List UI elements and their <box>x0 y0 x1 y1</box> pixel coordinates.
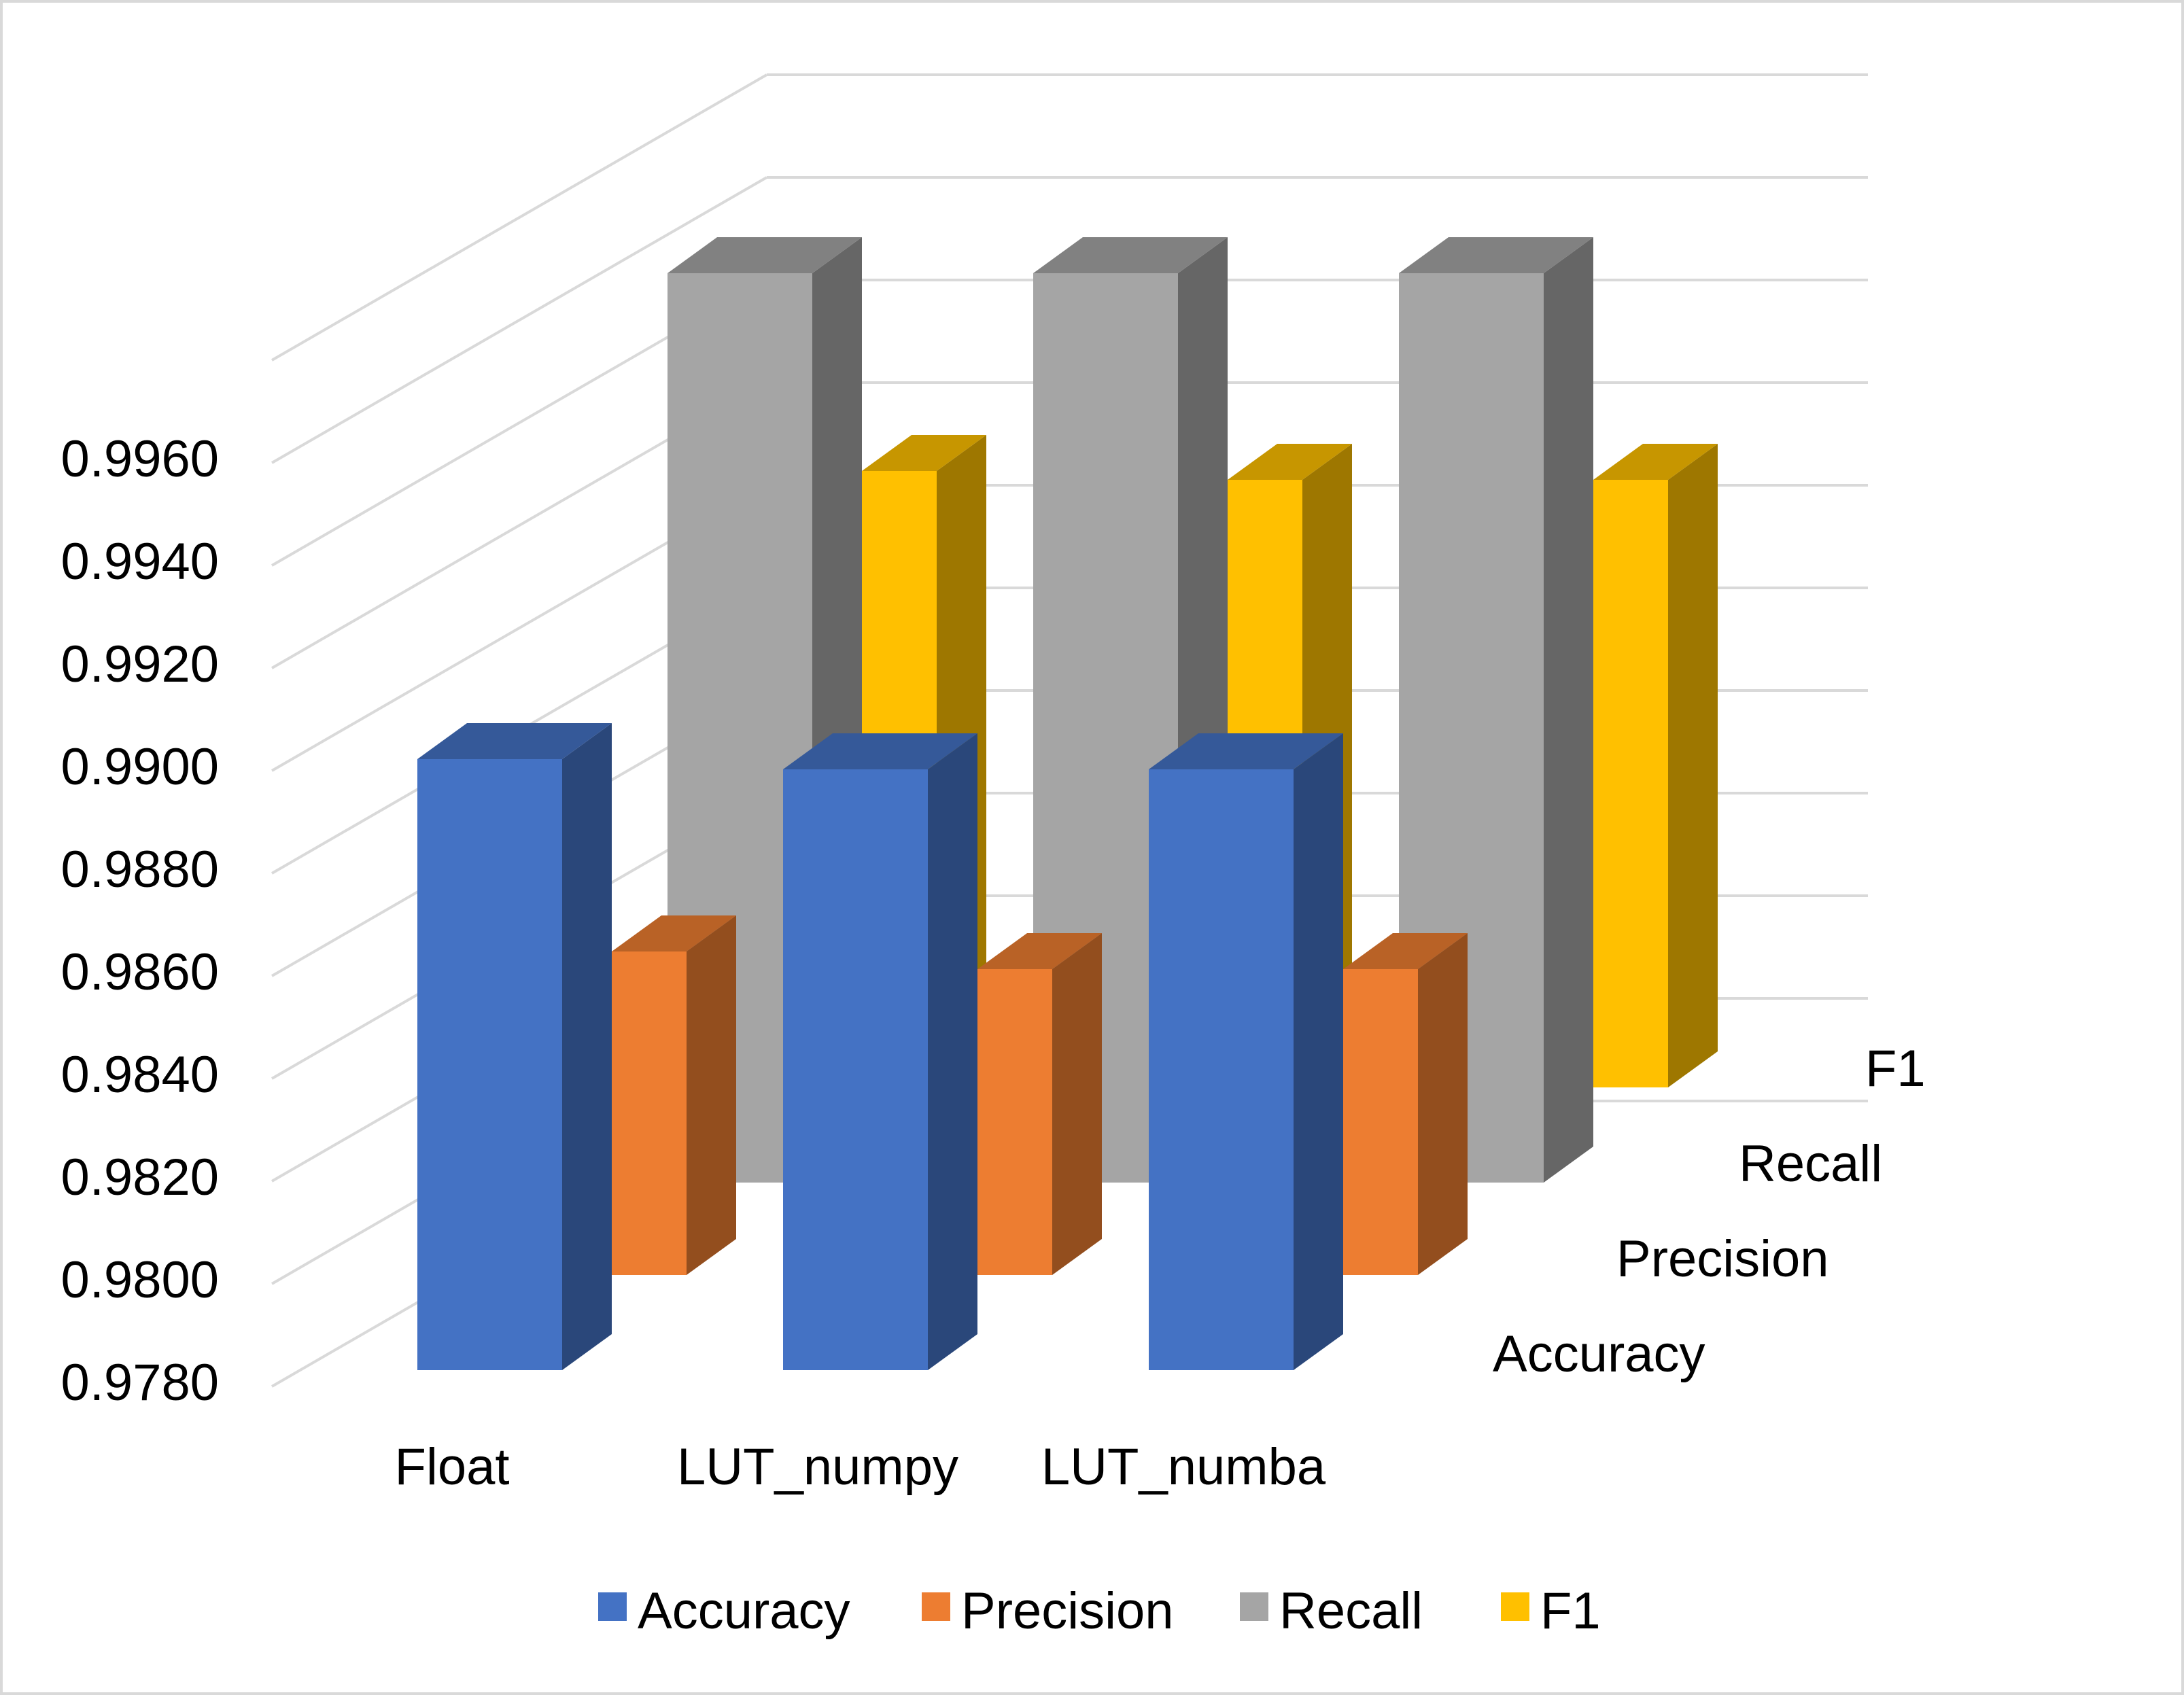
bar-top-precision-float <box>612 915 736 951</box>
bar-f1-lut-numba[interactable] <box>1593 480 1668 1087</box>
y-tick-label: 0.9780 <box>61 1354 219 1412</box>
bar-top-accuracy-lut-numpy <box>783 733 977 769</box>
bar-top-recall-lut-numba <box>1399 237 1593 273</box>
bars <box>417 237 1718 1370</box>
gridline-side <box>271 176 767 464</box>
bar-accuracy-lut-numba[interactable] <box>1149 769 1294 1370</box>
legend-label: F1 <box>1540 1582 1601 1640</box>
gridline-side <box>271 73 767 362</box>
y-tick-label: 0.9960 <box>61 430 219 488</box>
depth-label-precision: Precision <box>1616 1230 1829 1288</box>
legend-item-f1[interactable]: F1 <box>1501 1582 1601 1640</box>
y-tick-label: 0.9860 <box>61 943 219 1001</box>
bar-side-recall-lut-numba <box>1544 237 1593 1183</box>
bar-top-recall-lut-numpy <box>1033 237 1228 273</box>
bar-top-precision-lut-numba <box>1343 933 1468 969</box>
bar-top-f1-lut-numba <box>1593 444 1718 480</box>
y-tick-label: 0.9840 <box>61 1046 219 1104</box>
category-label-lut-numpy: LUT_numpy <box>677 1438 958 1496</box>
depth-label-accuracy: Accuracy <box>1493 1325 1705 1383</box>
bar-precision-lut-numba[interactable] <box>1343 969 1418 1275</box>
legend-label: Precision <box>961 1582 1174 1640</box>
y-tick-label: 0.9940 <box>61 533 219 591</box>
y-tick-label: 0.9920 <box>61 635 219 693</box>
legend-label: Recall <box>1279 1582 1423 1640</box>
category-label-float: Float <box>395 1438 510 1496</box>
bar-accuracy-lut-numpy[interactable] <box>783 769 928 1370</box>
legend-swatch <box>598 1592 627 1621</box>
y-axis-tick-labels: 0.9780 0.9800 0.9820 0.9840 0.9860 0.9880 0.99… <box>61 430 219 1412</box>
legend-swatch <box>1501 1592 1529 1621</box>
bar-top-accuracy-lut-numba <box>1149 733 1343 769</box>
y-tick-label: 0.9800 <box>61 1251 219 1309</box>
depth-label-recall: Recall <box>1739 1135 1882 1193</box>
bar-side-accuracy-lut-numba <box>1294 733 1343 1370</box>
category-axis-labels: Float LUT_numpy LUT_numba <box>395 1438 1326 1496</box>
series-accuracy <box>417 723 1343 1370</box>
legend-label: Accuracy <box>638 1582 850 1640</box>
bar-precision-float[interactable] <box>612 951 687 1275</box>
bar-side-precision-lut-numba <box>1418 933 1468 1275</box>
category-label-lut-numba: LUT_numba <box>1041 1438 1326 1496</box>
bar-side-accuracy-lut-numpy <box>928 733 977 1370</box>
legend[interactable]: Accuracy Precision Recall F1 <box>598 1582 1601 1640</box>
y-tick-label: 0.9820 <box>61 1149 219 1206</box>
depth-axis-labels: Accuracy Precision Recall F1 <box>1493 1040 1926 1383</box>
bar-accuracy-float[interactable] <box>417 759 562 1370</box>
bar-side-precision-float <box>687 915 736 1275</box>
bar-top-precision-lut-numpy <box>977 933 1102 969</box>
bar-side-f1-lut-numba <box>1668 444 1718 1087</box>
legend-item-precision[interactable]: Precision <box>922 1582 1174 1640</box>
legend-swatch <box>922 1592 950 1621</box>
y-tick-label: 0.9900 <box>61 738 219 796</box>
bar-side-precision-lut-numpy <box>1052 933 1102 1275</box>
bar-side-accuracy-float <box>562 723 612 1370</box>
legend-item-recall[interactable]: Recall <box>1240 1582 1423 1640</box>
bar-top-recall-float <box>668 237 862 273</box>
legend-swatch <box>1240 1592 1268 1621</box>
legend-item-accuracy[interactable]: Accuracy <box>598 1582 850 1640</box>
bar-precision-lut-numpy[interactable] <box>977 969 1052 1275</box>
y-tick-label: 0.9880 <box>61 841 219 898</box>
bar-top-f1-lut-numpy <box>1228 444 1352 480</box>
depth-label-f1: F1 <box>1865 1040 1926 1098</box>
series-precision <box>612 915 1468 1275</box>
bar-top-f1-float <box>862 435 986 471</box>
bar-top-accuracy-float <box>417 723 612 759</box>
